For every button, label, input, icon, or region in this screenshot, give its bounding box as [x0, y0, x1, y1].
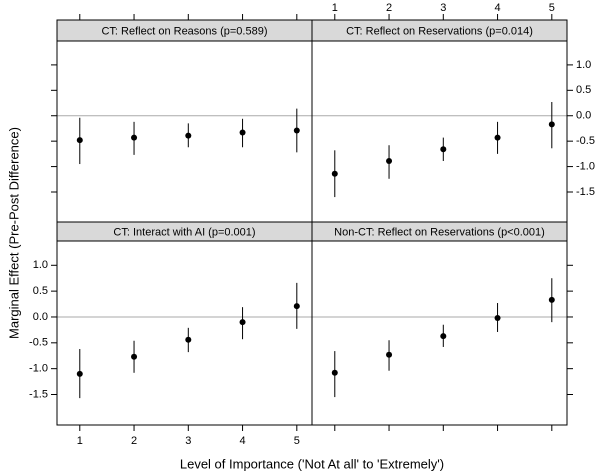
point: [239, 129, 246, 136]
y-tick-label: 1.0: [576, 59, 591, 71]
y-tick-label: 0.5: [33, 285, 48, 297]
x-tick-label: 2: [386, 2, 392, 14]
panel-title: CT: Reflect on Reasons (p=0.589): [101, 25, 267, 37]
x-tick-label: 1: [77, 435, 83, 447]
x-tick-label: 1: [332, 2, 338, 14]
x-tick-label: 3: [440, 2, 446, 14]
point: [131, 134, 138, 141]
y-tick-label: -1.5: [29, 388, 48, 400]
point: [440, 333, 447, 340]
point: [440, 146, 447, 153]
y-tick-label: 0.0: [576, 110, 591, 122]
y-tick-label: -1.0: [576, 160, 595, 172]
point: [76, 370, 83, 377]
panel-title: Non-CT: Reflect on Reservations (p<0.001…: [334, 226, 545, 238]
x-tick-label: 5: [294, 435, 300, 447]
x-tick-label: 4: [494, 2, 500, 14]
point: [185, 336, 192, 343]
y-tick-label: 0.5: [576, 84, 591, 96]
point: [494, 315, 501, 322]
y-tick-label: 0.0: [33, 311, 48, 323]
x-tick-label: 2: [131, 435, 137, 447]
y-tick-label: 1.0: [33, 259, 48, 271]
point: [331, 170, 338, 177]
panel-frame: [56, 40, 313, 223]
x-tick-label: 3: [185, 435, 191, 447]
y-tick-label: -0.5: [576, 135, 595, 147]
point: [131, 353, 138, 360]
point: [386, 351, 393, 358]
panel-title: CT: Reflect on Reservations (p=0.014): [346, 25, 533, 37]
panel-frame: [311, 240, 568, 426]
panel-frame: [311, 40, 568, 223]
point: [331, 369, 338, 376]
x-axis-label: Level of Importance ('Not At all' to 'Ex…: [180, 456, 444, 471]
point: [548, 121, 555, 128]
x-tick-label: 4: [239, 435, 245, 447]
point: [386, 157, 393, 164]
panel-frame: [56, 240, 313, 426]
point: [185, 132, 192, 139]
point: [293, 127, 300, 134]
point: [239, 319, 246, 326]
y-axis-label: Marginal Effect (Pre-Post Difference): [6, 127, 21, 339]
y-tick-label: -0.5: [29, 337, 48, 349]
x-tick-label: 5: [549, 2, 555, 14]
y-tick-label: -1.0: [29, 363, 48, 375]
point: [548, 296, 555, 303]
y-tick-label: -1.5: [576, 186, 595, 198]
point: [293, 303, 300, 310]
panel-title: CT: Interact with AI (p=0.001): [113, 226, 255, 238]
point: [494, 134, 501, 141]
point: [76, 137, 83, 144]
